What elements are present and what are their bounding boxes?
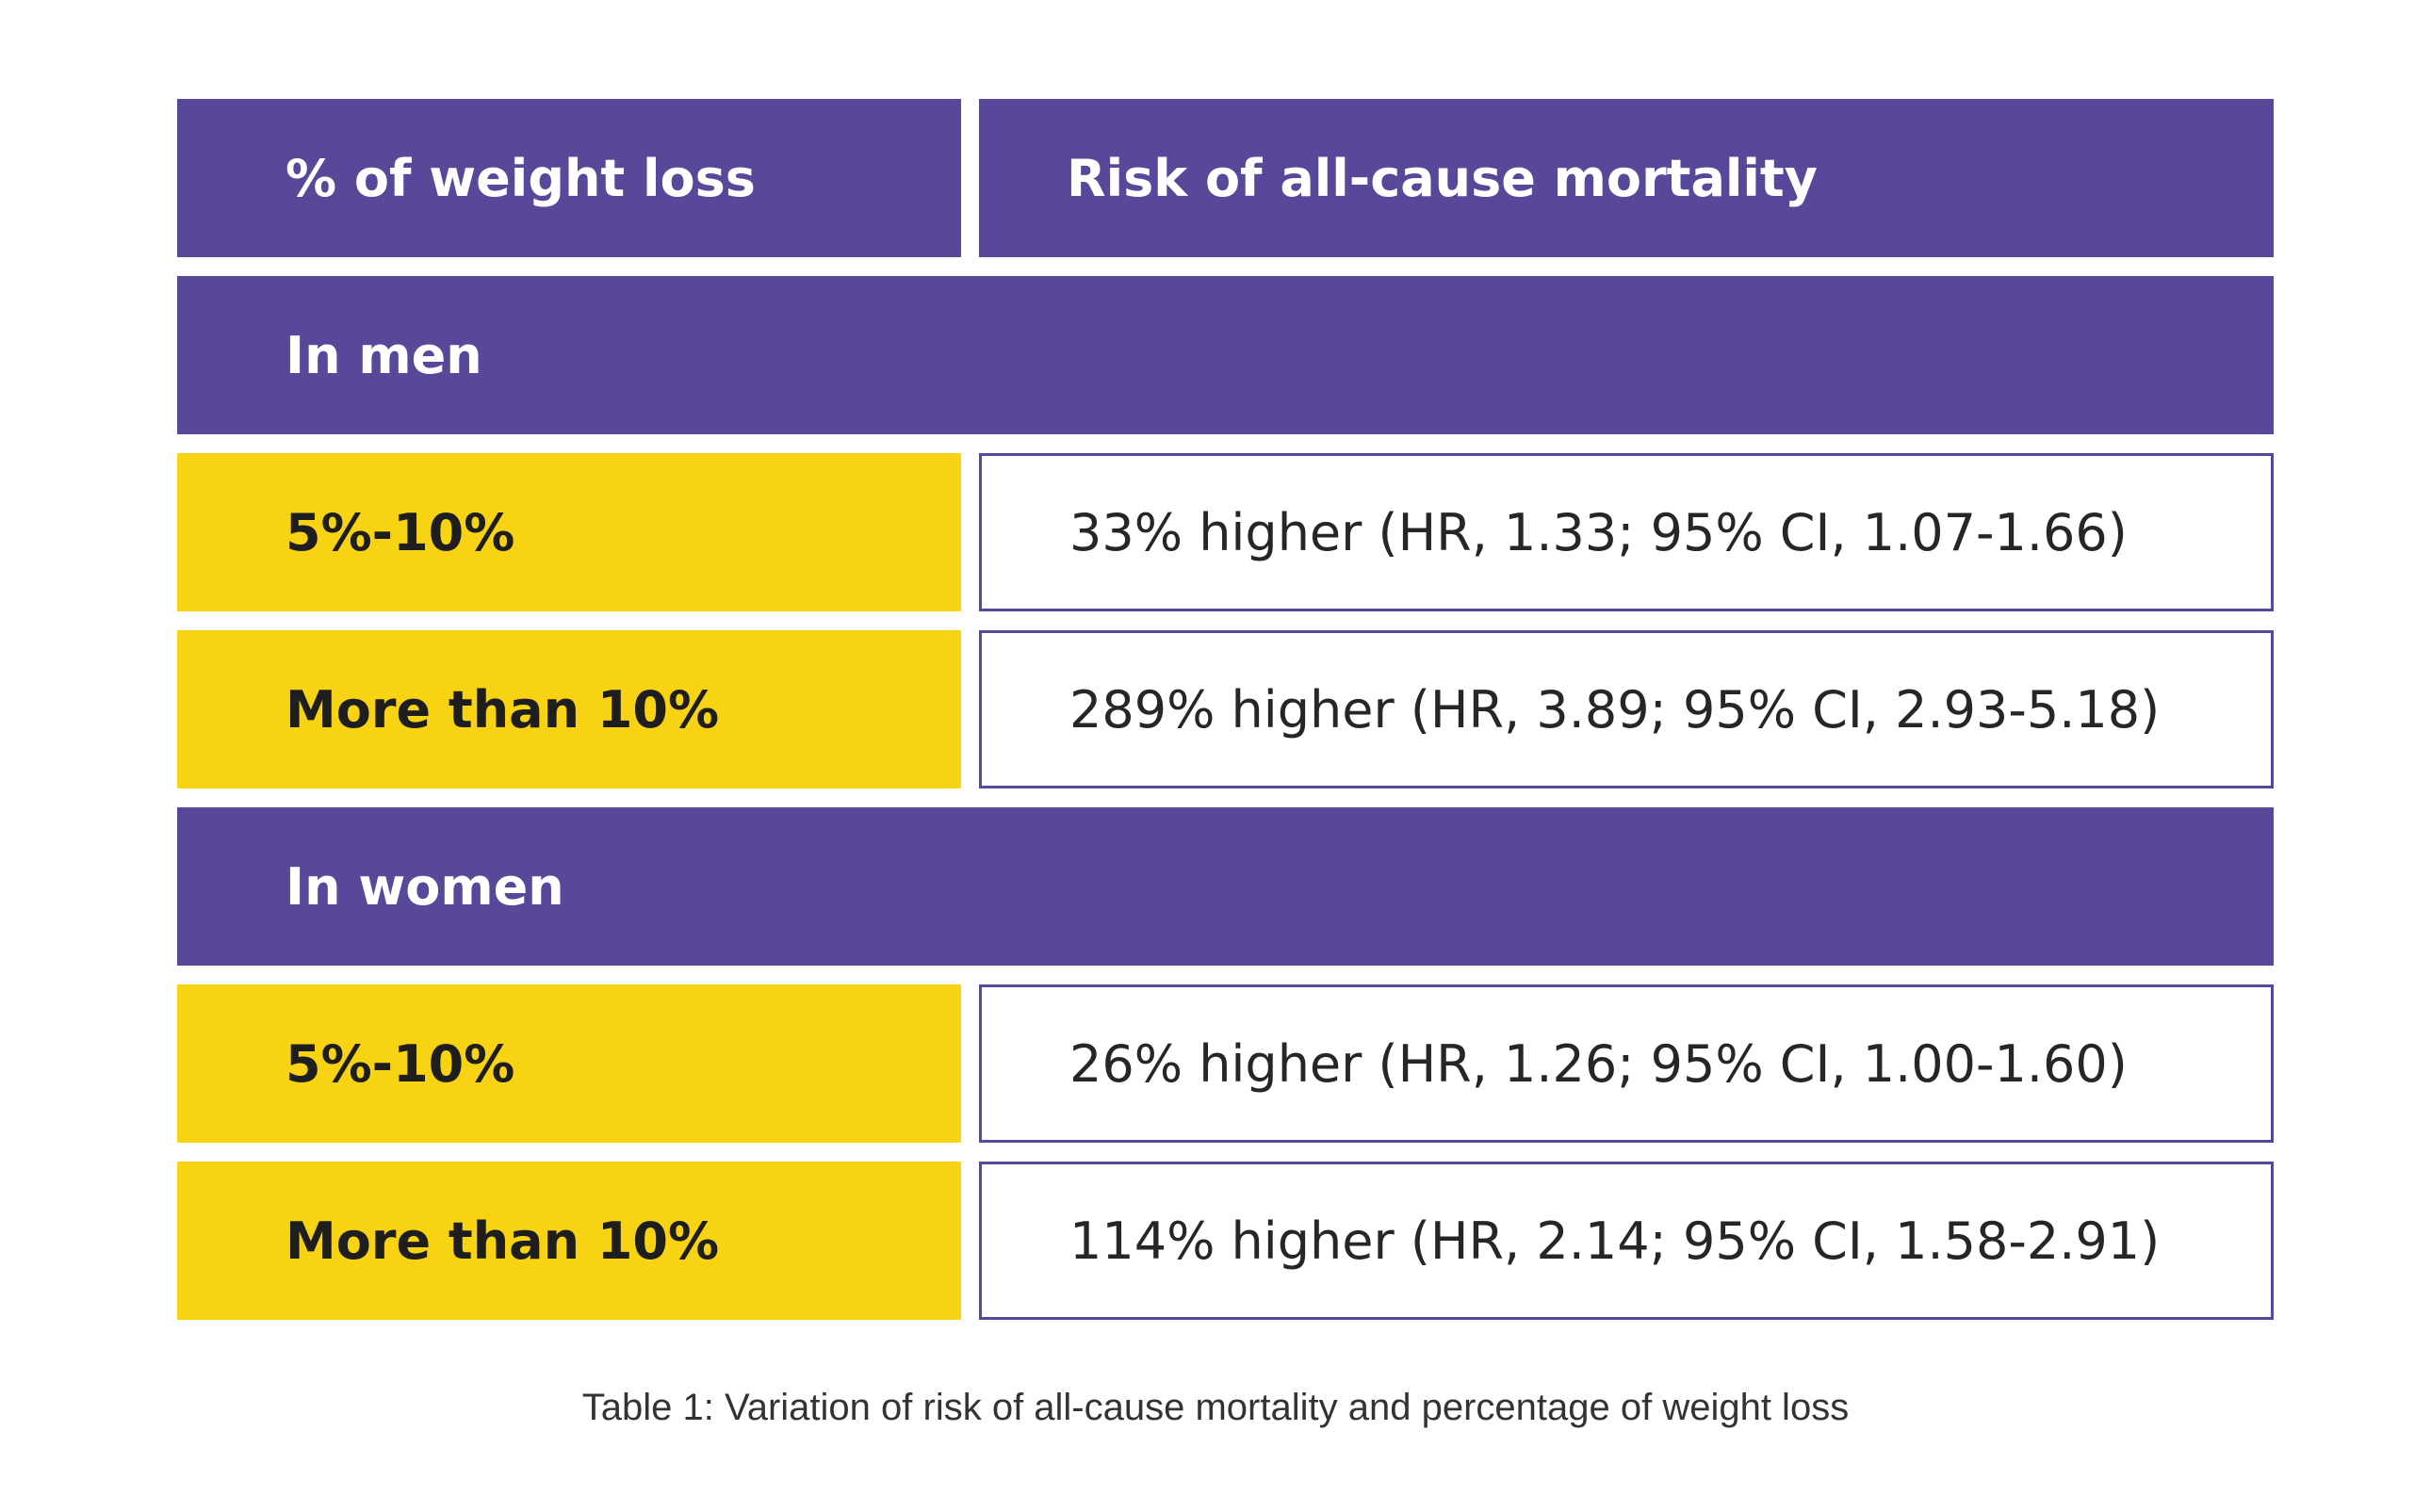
header-weight-loss: % of weight loss — [177, 99, 961, 257]
weight-loss-cell: 5%-10% — [177, 984, 961, 1143]
table-row: 5%-10% 33% higher (HR, 1.33; 95% CI, 1.0… — [177, 453, 2274, 611]
group-row-men: In men — [177, 276, 2274, 434]
header-mortality-risk: Risk of all-cause mortality — [979, 99, 2274, 257]
risk-cell: 289% higher (HR, 3.89; 95% CI, 2.93-5.18… — [979, 630, 2274, 789]
weight-loss-cell: More than 10% — [177, 1162, 961, 1320]
group-row-women: In women — [177, 807, 2274, 966]
risk-cell: 33% higher (HR, 1.33; 95% CI, 1.07-1.66) — [979, 453, 2274, 611]
table-header-row: % of weight loss Risk of all-cause morta… — [177, 99, 2274, 257]
table-row: 5%-10% 26% higher (HR, 1.26; 95% CI, 1.0… — [177, 984, 2274, 1143]
group-label-women: In women — [177, 807, 2274, 966]
table-row: More than 10% 114% higher (HR, 2.14; 95%… — [177, 1162, 2274, 1320]
risk-cell: 26% higher (HR, 1.26; 95% CI, 1.00-1.60) — [979, 984, 2274, 1143]
group-label-men: In men — [177, 276, 2274, 434]
risk-cell: 114% higher (HR, 2.14; 95% CI, 1.58-2.91… — [979, 1162, 2274, 1320]
weight-loss-cell: More than 10% — [177, 630, 961, 789]
table-row: More than 10% 289% higher (HR, 3.89; 95%… — [177, 630, 2274, 789]
table-caption: Table 1: Variation of risk of all-cause … — [581, 1387, 1850, 1428]
mortality-table: % of weight loss Risk of all-cause morta… — [177, 99, 2274, 1339]
weight-loss-cell: 5%-10% — [177, 453, 961, 611]
